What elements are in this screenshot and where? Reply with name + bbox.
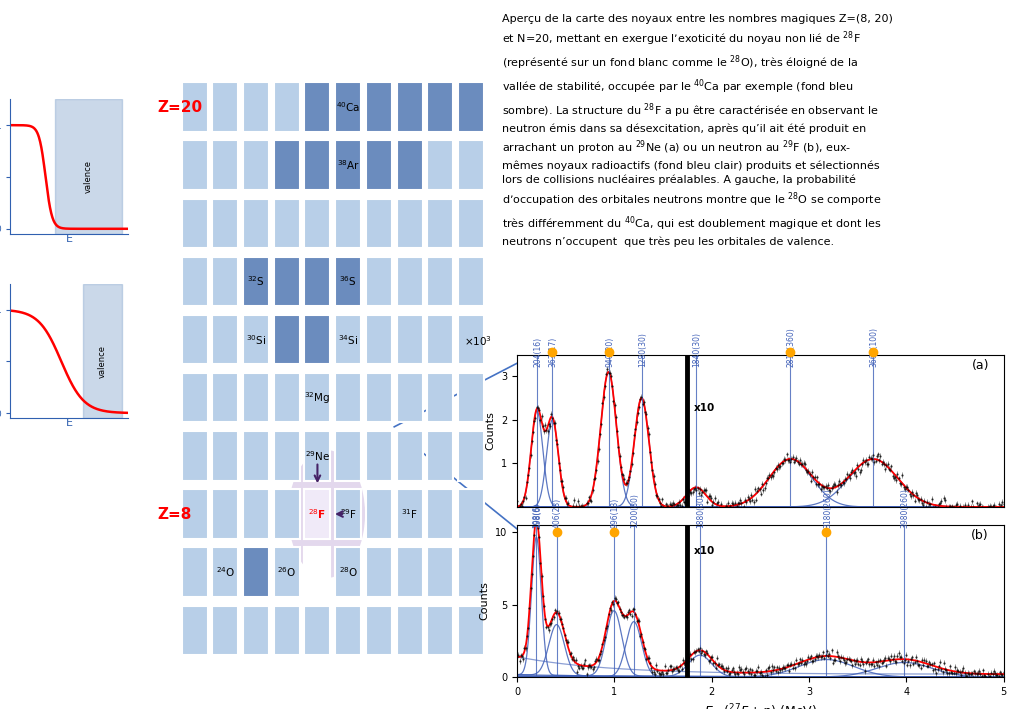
Y-axis label: Counts: Counts [479,581,489,620]
Bar [396,140,423,190]
Text: $^{28}$O: $^{28}$O [339,565,357,579]
Bar [212,373,239,423]
Bar [273,257,300,306]
Bar [396,315,423,364]
Bar [273,605,300,655]
Text: (b): (b) [972,529,989,542]
Text: x10: x10 [694,403,716,413]
Bar [304,489,331,539]
Text: 940(20): 940(20) [605,337,614,367]
Bar [335,199,361,248]
Bar [427,315,454,364]
Bar [396,199,423,248]
Bar [427,373,454,423]
Text: 3980(260): 3980(260) [901,488,909,527]
Bar [335,140,361,190]
Text: valence: valence [98,345,106,378]
Bar [366,199,392,248]
Bar [243,547,269,597]
Bar [304,140,331,190]
Text: Z=8: Z=8 [158,506,193,522]
Bar [366,82,392,132]
Text: 1880(80): 1880(80) [696,493,706,527]
Bar [366,257,392,306]
Bar [243,605,269,655]
Bar [304,315,331,364]
Bar [427,605,454,655]
Bar [458,315,484,364]
Bar [396,489,423,539]
Bar [243,315,269,364]
Bar [273,431,300,481]
Text: 406(28): 406(28) [553,498,562,527]
Bar [335,431,361,481]
Text: 1280(30): 1280(30) [638,332,647,367]
Bar [273,82,300,132]
Bar [458,605,484,655]
Text: 363(17): 363(17) [549,337,558,367]
Bar [181,489,208,539]
Text: 204(16): 204(16) [534,337,543,367]
Text: 198(6): 198(6) [531,502,541,527]
Bar [304,547,331,597]
Bar [335,605,361,655]
Text: $^{40}$Ca: $^{40}$Ca [336,100,360,114]
Text: N=20: N=20 [310,706,325,709]
Bar [273,140,300,190]
Bar [458,82,484,132]
Text: $^{31}$F: $^{31}$F [401,507,418,521]
Text: $^{32}$Mg: $^{32}$Mg [304,390,331,406]
Bar [304,257,331,306]
Bar [335,257,361,306]
Bar [335,82,361,132]
X-axis label: $E_{rel}(^{27}F+n)$ (MeV): $E_{rel}(^{27}F+n)$ (MeV) [703,703,817,709]
Bar [212,489,239,539]
Bar [212,82,239,132]
Bar [366,431,392,481]
Text: 3180(260): 3180(260) [823,488,831,527]
Bar [396,257,423,306]
Bar [304,373,331,423]
Text: 1840(30): 1840(30) [692,332,701,367]
Text: (a): (a) [972,359,989,372]
Bar [181,605,208,655]
Bar [212,315,239,364]
Bar [366,373,392,423]
Bar [458,547,484,597]
Bar [396,431,423,481]
Bar [243,373,269,423]
Bar [181,82,208,132]
Bar [335,315,361,364]
Bar [304,605,331,655]
Bar [427,431,454,481]
X-axis label: E: E [66,418,73,428]
Text: $^{26}$O: $^{26}$O [278,565,296,579]
Bar [427,547,454,597]
Text: $^{36}$S: $^{36}$S [339,274,357,289]
Bar [181,140,208,190]
Text: $^{38}$Ar: $^{38}$Ar [337,158,359,172]
Bar [212,605,239,655]
Bar [427,257,454,306]
Bar [243,489,269,539]
X-axis label: E: E [66,234,73,244]
Bar [273,199,300,248]
Bar [181,547,208,597]
Bar [83,284,122,418]
Bar [335,489,361,539]
Text: $^{29}$Ne: $^{29}$Ne [305,449,330,463]
Bar [273,489,300,539]
Bar [243,431,269,481]
Bar [366,315,392,364]
Bar [458,199,484,248]
Bar [366,140,392,190]
Bar [396,82,423,132]
Bar [243,199,269,248]
Bar [212,431,239,481]
Bar [366,605,392,655]
Text: $^{30}$Si: $^{30}$Si [246,333,266,347]
Bar [458,373,484,423]
Text: Aperçu de la carte des noyaux entre les nombres magiques Z=(8, 20)
et N=20, mett: Aperçu de la carte des noyaux entre les … [502,14,893,247]
Text: $^{29}$F: $^{29}$F [340,507,356,521]
Bar [458,431,484,481]
